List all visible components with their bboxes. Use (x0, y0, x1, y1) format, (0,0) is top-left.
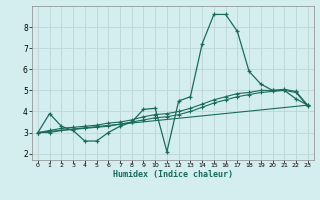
X-axis label: Humidex (Indice chaleur): Humidex (Indice chaleur) (113, 170, 233, 179)
